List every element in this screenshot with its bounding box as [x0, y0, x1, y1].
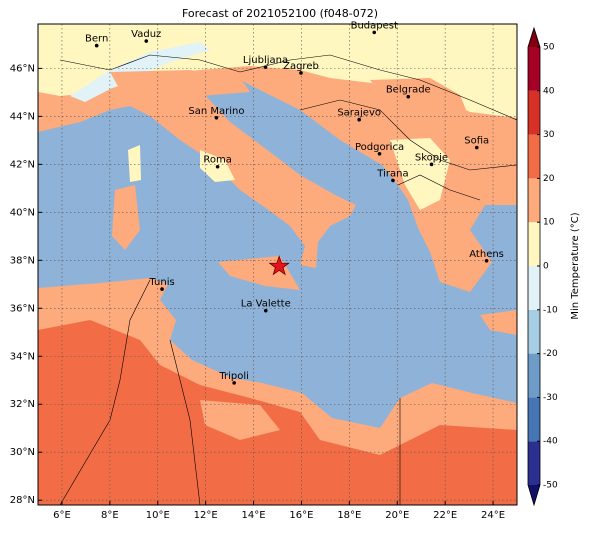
colorbar-tick-label: 30	[543, 130, 555, 140]
colorbar-band	[528, 134, 540, 179]
city-dot	[406, 94, 411, 99]
city-label: Skopje	[415, 152, 448, 163]
city-dot	[377, 151, 382, 156]
colorbar-tick-label: 40	[543, 86, 555, 96]
city-dot	[215, 164, 220, 169]
city-label: Tirana	[376, 168, 408, 179]
colorbar-band	[528, 309, 540, 354]
map-title: Forecast of 2021052100 (f048-072)	[182, 7, 378, 20]
city-dot	[474, 145, 479, 150]
city-dot	[232, 381, 236, 385]
city-dot	[263, 65, 268, 69]
colorbar-tick-label: 20	[543, 174, 555, 184]
colorbar-tick-label: 10	[543, 218, 555, 228]
city-label: San Marino	[188, 106, 244, 117]
aegean	[480, 310, 517, 335]
colorbar-tick-label: -10	[543, 305, 558, 315]
x-tick-label: 14°E	[242, 510, 266, 521]
y-tick-label: 40°N	[10, 207, 35, 218]
city-label: Podgorica	[355, 142, 404, 153]
city-label: La Valette	[241, 299, 291, 310]
city-label: Vaduz	[131, 29, 161, 40]
event-star	[268, 255, 290, 276]
y-tick-label: 34°N	[10, 351, 35, 362]
grid: 6°E 8°E 10°E 12°E 14°E 16°E 18°E 20°E 22°E 24°E 28…	[10, 24, 517, 521]
colorbar-band	[528, 266, 540, 310]
y-tick-label: 32°N	[10, 399, 35, 410]
colorbar-tick-label: -40	[543, 437, 558, 447]
map-frame	[37, 23, 518, 506]
city-dot	[429, 162, 434, 167]
colorbar-band	[528, 222, 540, 266]
city-label: Budapest	[351, 20, 398, 31]
colorbar-band	[528, 178, 540, 223]
x-tick-label: 24°E	[481, 510, 505, 521]
x-tick-label: 6°E	[53, 510, 71, 521]
x-tick-label: 22°E	[433, 510, 457, 521]
city-label: Tripoli	[218, 371, 249, 382]
x-tick-label: 12°E	[194, 510, 218, 521]
y-tick-label: 36°N	[10, 303, 35, 314]
y-tick-label: 38°N	[10, 255, 35, 266]
colorbar-under	[528, 485, 540, 505]
colorbar-tick-label: 0	[543, 262, 549, 272]
x-tick-label: 8°E	[101, 510, 119, 521]
borders	[59, 54, 517, 505]
city-dot	[214, 116, 219, 120]
city-dot	[391, 178, 395, 183]
colorbar-tick-label: -30	[543, 393, 558, 403]
sardinia	[112, 185, 140, 250]
x-tick-label: 18°E	[337, 510, 361, 521]
africa-hot	[38, 320, 517, 505]
colorbar-tick-label: -20	[543, 349, 558, 359]
x-tick-label: 16°E	[289, 510, 313, 521]
y-tick-label: 28°N	[10, 495, 35, 506]
city-dot	[94, 43, 99, 48]
y-tick-label: 46°N	[10, 63, 35, 74]
cool-balkan	[390, 138, 450, 210]
y-tick-label: 44°N	[10, 111, 35, 122]
city-label: Athens	[469, 249, 504, 260]
city-label: Roma	[203, 155, 232, 166]
x-tick-label: 20°E	[385, 510, 409, 521]
city-dot	[263, 308, 268, 313]
city-dot	[372, 30, 377, 35]
city-label: Belgrade	[386, 85, 431, 96]
y-tick-label: 30°N	[10, 447, 35, 458]
x-tick-label: 10°E	[146, 510, 170, 521]
city-dot	[144, 39, 149, 43]
city-label: Bern	[85, 34, 108, 45]
city-dot	[160, 287, 164, 291]
city-label: Ljubljana	[243, 55, 288, 66]
colorbar-band	[528, 90, 540, 135]
colorbar-tick-label: -50	[543, 481, 558, 491]
colorbar-label: Min Temperature (°C)	[570, 212, 581, 319]
colorbar-tick-label: 50	[543, 43, 555, 53]
city-dot	[357, 117, 361, 122]
colorbar: -50 -40 -30 -20 -10 0 10 20 30 40 50	[527, 26, 558, 507]
city-dot	[484, 258, 489, 263]
warm-patch	[110, 70, 250, 96]
city-label: Tunis	[148, 277, 174, 288]
colorbar-band	[528, 353, 540, 398]
africa-patch	[200, 400, 280, 440]
cool-north	[38, 24, 517, 118]
colorbar-band	[528, 397, 540, 442]
city-label: Zagreb	[283, 61, 319, 72]
corsica	[128, 145, 141, 182]
colorbar-band	[528, 47, 540, 91]
colorbar-band	[528, 441, 540, 485]
colorbar-over	[528, 28, 540, 47]
city-label: Sarajevo	[337, 108, 381, 119]
city-dot	[299, 71, 303, 75]
city-label: Sofia	[464, 136, 489, 147]
y-tick-label: 42°N	[10, 159, 35, 170]
